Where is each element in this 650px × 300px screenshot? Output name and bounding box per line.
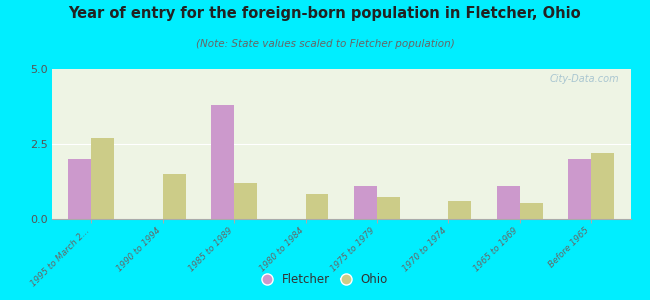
Bar <box>234 183 257 219</box>
Bar <box>68 159 91 219</box>
Bar <box>520 202 543 219</box>
Bar <box>162 174 185 219</box>
Bar <box>354 186 377 219</box>
Bar <box>497 186 520 219</box>
Text: (Note: State values scaled to Fletcher population): (Note: State values scaled to Fletcher p… <box>196 39 454 49</box>
Bar <box>211 105 234 219</box>
Bar <box>568 159 592 219</box>
Bar <box>91 138 114 219</box>
Text: Year of entry for the foreign-born population in Fletcher, Ohio: Year of entry for the foreign-born popul… <box>69 6 581 21</box>
Bar <box>448 201 471 219</box>
Legend: Fletcher, Ohio: Fletcher, Ohio <box>258 269 392 291</box>
Bar <box>306 194 328 219</box>
Bar <box>592 153 614 219</box>
Bar <box>377 196 400 219</box>
Text: City-Data.com: City-Data.com <box>549 74 619 83</box>
